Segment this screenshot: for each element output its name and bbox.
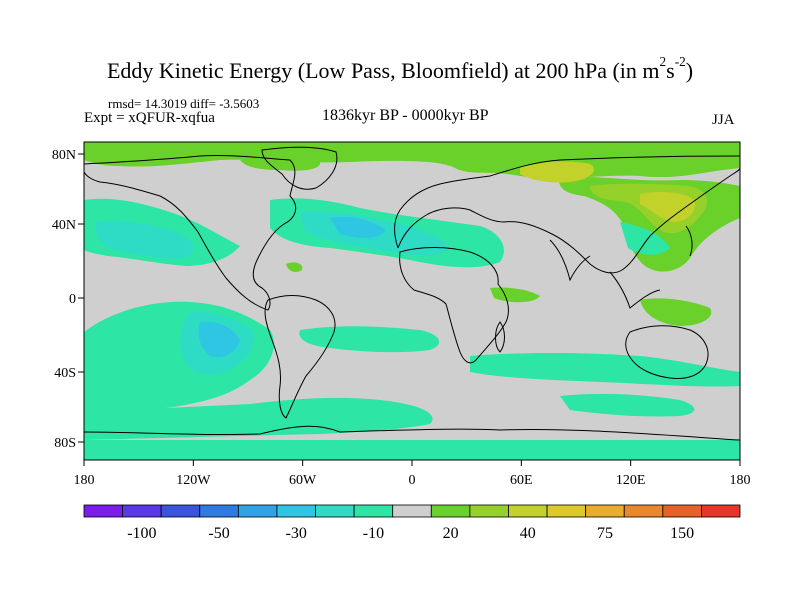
title-exponent-1: 2	[659, 54, 667, 70]
colorbar-swatch	[701, 504, 741, 518]
title-suffix: )	[685, 58, 694, 83]
colorbar-label: 40	[520, 525, 536, 542]
southern-ocean-negative	[84, 397, 433, 440]
title-unit-s: s	[666, 58, 675, 83]
y-tick-label: 0	[69, 292, 76, 307]
colorbar-label: -50	[208, 525, 229, 542]
colorbar-swatch	[353, 504, 394, 518]
asia-positive-peak	[640, 192, 695, 222]
colorbar-label: 20	[443, 525, 459, 542]
y-tick-label: 80S	[54, 436, 76, 451]
difference-field	[84, 142, 740, 460]
plot-title: Eddy Kinetic Energy (Low Pass, Bloomfiel…	[0, 55, 800, 84]
west-pacific-positive	[640, 298, 712, 326]
colorbar-label: -30	[286, 525, 307, 542]
colorbar-swatch	[623, 504, 664, 518]
south-pacific-negative-peak	[198, 321, 240, 358]
south-atlantic-negative	[299, 326, 440, 353]
africa-coast	[399, 247, 509, 364]
colorbar-swatch	[237, 504, 278, 518]
madagascar-coast	[495, 321, 505, 353]
colorbar-swatch	[392, 504, 432, 518]
rmsd-diff-stats: rmsd= 14.3019 diff= -3.5603	[108, 96, 260, 111]
colorbar-swatch	[662, 504, 702, 518]
east-pacific-negative	[620, 222, 670, 255]
south-america-coast	[264, 295, 336, 419]
x-tick-label: 180	[730, 473, 751, 488]
colorbar-swatch	[276, 504, 316, 518]
japan-coast	[685, 225, 693, 257]
title-prefix: Eddy Kinetic Energy (Low Pass, Bloomfiel…	[106, 58, 660, 83]
pacific-positive-patch	[286, 262, 303, 272]
x-tick-label: 180	[74, 473, 95, 488]
colorbar-label: 75	[597, 525, 613, 542]
experiment-label: Expt = xQFUR-xqfua	[84, 110, 215, 126]
x-tick-label: 0	[409, 473, 416, 488]
north-pacific-negative-core	[95, 220, 194, 259]
title-exponent-2: -2	[674, 54, 686, 70]
south-indian-negative	[560, 393, 695, 417]
colorbar: -100 -50 -30 -10 20 40 75 150	[83, 504, 741, 542]
north-atlantic-negative-peak	[330, 216, 386, 239]
colorbar-swatch	[315, 504, 355, 518]
eurasia-coast	[394, 155, 740, 274]
x-tick-label: 60E	[510, 473, 533, 488]
period-label: 1836kyr BP - 0000kyr BP	[322, 107, 489, 124]
colorbar-swatch	[83, 504, 123, 518]
greenland-coast	[261, 146, 338, 190]
india-coast	[549, 239, 591, 282]
north-america-coast	[84, 154, 297, 311]
colorbar-swatch	[546, 504, 587, 518]
australia-coast	[625, 325, 709, 379]
colorbar-swatch	[585, 504, 625, 518]
colorbar-swatch	[122, 504, 162, 518]
colorbar-swatch	[508, 504, 548, 518]
y-tick-label: 40N	[52, 218, 76, 233]
season-label: JJA	[712, 112, 735, 128]
southeast-asia-coast	[609, 271, 661, 309]
x-tick-label: 120E	[616, 473, 646, 488]
antarctica-coast	[84, 425, 740, 441]
colorbar-label: 150	[670, 525, 694, 542]
colorbar-swatch	[469, 504, 509, 518]
coastlines	[84, 146, 740, 441]
north-america-positive	[240, 157, 321, 171]
x-tick-label: 60W	[289, 473, 317, 488]
colorbar-label: -100	[127, 525, 156, 542]
colorbar-label: -10	[363, 525, 384, 542]
colorbar-swatch	[160, 504, 201, 518]
colorbar-swatch	[430, 504, 471, 518]
y-tick-label: 40S	[54, 366, 76, 381]
colorbar-swatch	[199, 504, 239, 518]
arctic-positive-peak	[520, 161, 594, 183]
antarctic-negative	[84, 440, 740, 460]
x-tick-label: 120W	[176, 473, 211, 488]
y-tick-label: 80N	[52, 148, 76, 163]
axis-ticks: 80N 40N 0 40S 80S 180 120W 60W 0 60E 120E 180	[52, 148, 751, 488]
